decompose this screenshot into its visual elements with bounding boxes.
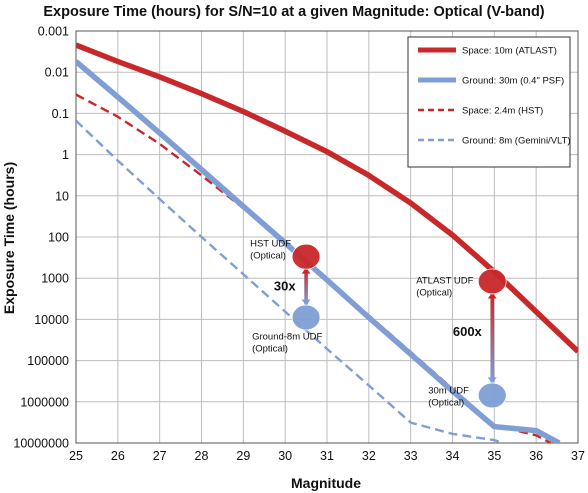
x-axis: 25 26 27 28 29 30 31 32 33 34 35 36 37: [69, 449, 585, 463]
x-tick-label: 28: [195, 449, 209, 463]
udf-label-3: ATLAST UDF (Optical): [416, 275, 473, 298]
legend-label-3: Space: 2.4m (HST): [462, 106, 543, 117]
hst-vs-ground8-arrow: [304, 268, 308, 305]
x-tick-label: 30: [278, 449, 292, 463]
series-line-2: [76, 59, 561, 443]
hst-vs-ground8-arrow-head-up: [301, 267, 311, 274]
x-tick-label: 27: [153, 449, 167, 463]
hst-vs-ground8-arrow-head-down: [301, 299, 311, 306]
x-tick-label: 32: [362, 449, 376, 463]
atlast-vs-30m-arrow: [490, 293, 495, 383]
x-tick-label: 37: [571, 449, 585, 463]
x-tick-label: 36: [529, 449, 543, 463]
y-tick-label: 1000000: [20, 395, 69, 409]
y-tick-label: 0.01: [45, 66, 69, 80]
ratio-annotation-2: 600x: [453, 324, 483, 339]
udf-label-4: 30m UDF (Optical): [428, 385, 469, 408]
udf-label-2: Ground-8m UDF (Optical): [252, 332, 322, 355]
plot-area: [75, 30, 579, 444]
legend: Space: 10m (ATLAST) Ground: 30m (0.4" PSF…: [407, 36, 571, 168]
x-tick-label: 25: [69, 449, 83, 463]
x-axis-label: Magnitude: [291, 475, 361, 491]
udf-marker-4: [477, 382, 507, 409]
x-tick-label: 26: [111, 449, 125, 463]
x-tick-label: 33: [404, 449, 418, 463]
udf-marker-2: [291, 304, 321, 331]
legend-label-2: Ground: 30m (0.4" PSF): [462, 76, 564, 87]
legend-box: [407, 36, 571, 168]
y-tick-label: 0.001: [38, 25, 69, 39]
y-tick-label: 10: [55, 189, 69, 203]
udf-marker-1: [291, 243, 321, 270]
udf-label-1: HST UDF (Optical): [250, 239, 291, 262]
y-tick-label: 10000000: [13, 437, 69, 451]
atlast-vs-30m-arrow-head-up: [487, 292, 497, 299]
udf-marker-3: [477, 268, 507, 295]
chart-title: Exposure Time (hours) for S/N=10 at a gi…: [43, 4, 544, 20]
y-tick-label: 100000: [27, 354, 69, 368]
y-tick-label: 1000: [41, 272, 69, 286]
y-tick-label: 1: [62, 148, 69, 162]
y-axis-label: Exposure Time (hours): [1, 162, 17, 314]
ratio-annotation-1: 30x: [274, 279, 296, 294]
atlast-vs-30m-arrow-head-down: [487, 377, 497, 384]
x-tick-label: 31: [320, 449, 334, 463]
y-axis: 0.001 0.01 0.1 1 10 100 1000 10000 100000 1000000…: [13, 25, 69, 451]
y-tick-label: 0.1: [52, 107, 69, 121]
x-tick-label: 35: [487, 449, 501, 463]
legend-label-4: Ground: 8m (Gemini/VLT): [462, 136, 571, 147]
x-tick-label: 29: [236, 449, 250, 463]
y-tick-label: 100: [48, 231, 69, 245]
legend-label-1: Space: 10m (ATLAST): [462, 46, 557, 57]
markers-layer: HST UDF (Optical) Ground-8m UDF (Optical) AT…: [250, 239, 507, 409]
y-tick-label: 10000: [34, 313, 69, 327]
x-tick-label: 34: [446, 449, 460, 463]
